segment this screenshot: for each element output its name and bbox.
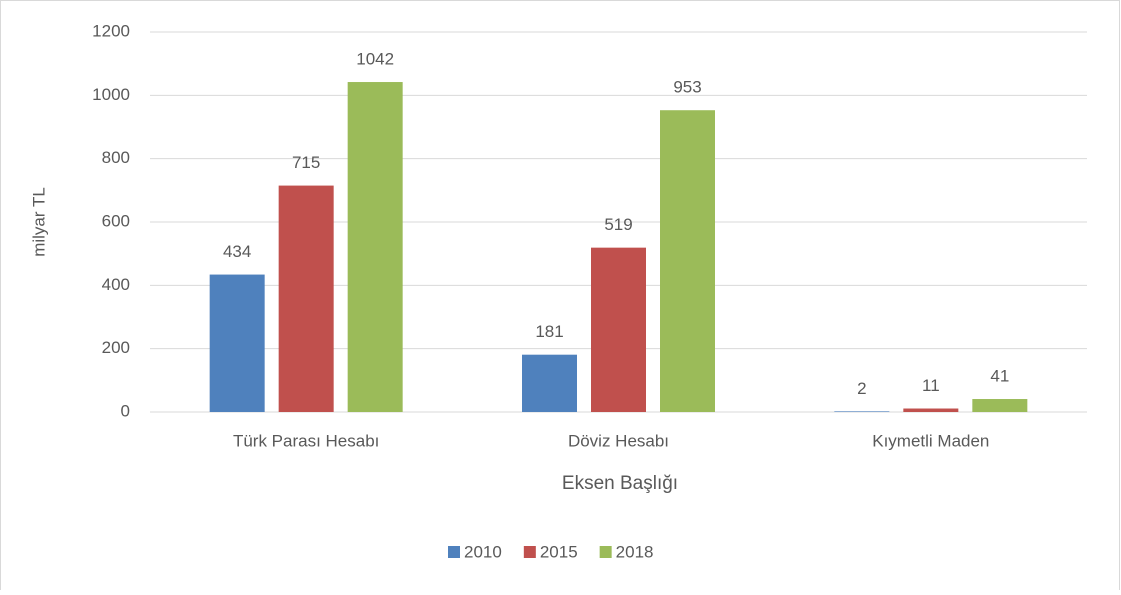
- y-tick-label: 800: [102, 148, 130, 167]
- legend-swatch: [599, 546, 612, 558]
- bar: [972, 399, 1028, 412]
- bar: [660, 110, 715, 412]
- y-tick-label: 600: [102, 211, 130, 230]
- bar: [347, 82, 403, 413]
- data-label: 181: [535, 322, 563, 341]
- legend-swatch: [523, 546, 536, 558]
- x-tick-label: Kıymetli Maden: [872, 431, 989, 450]
- data-label: 41: [990, 367, 1009, 386]
- data-label: 953: [673, 78, 701, 97]
- bar: [834, 411, 890, 412]
- bar: [278, 185, 334, 412]
- x-tick-label: Döviz Hesabı: [568, 431, 669, 450]
- bar: [903, 408, 959, 412]
- legend-label: 2018: [616, 542, 654, 561]
- y-tick-label: 400: [102, 275, 130, 294]
- y-axis-label: milyar TL: [29, 187, 48, 257]
- data-label: 2: [857, 379, 866, 398]
- x-axis-label: Eksen Başlığı: [562, 473, 678, 494]
- y-tick-label: 200: [102, 338, 130, 357]
- x-tick-label: Türk Parası Hesabı: [233, 431, 379, 450]
- y-tick-label: 1000: [92, 85, 130, 104]
- y-tick-label: 1200: [92, 21, 130, 40]
- legend-label: 2015: [540, 542, 578, 561]
- data-label: 1042: [356, 50, 394, 69]
- bar: [522, 354, 577, 412]
- data-label: 715: [292, 153, 320, 172]
- legend-swatch: [448, 546, 460, 558]
- data-label: 11: [922, 376, 940, 395]
- legend-label: 2010: [464, 542, 502, 561]
- bar: [209, 274, 265, 412]
- data-label: 434: [223, 242, 251, 261]
- bar: [591, 247, 646, 412]
- data-label: 519: [604, 215, 632, 234]
- y-tick-label: 0: [121, 401, 130, 420]
